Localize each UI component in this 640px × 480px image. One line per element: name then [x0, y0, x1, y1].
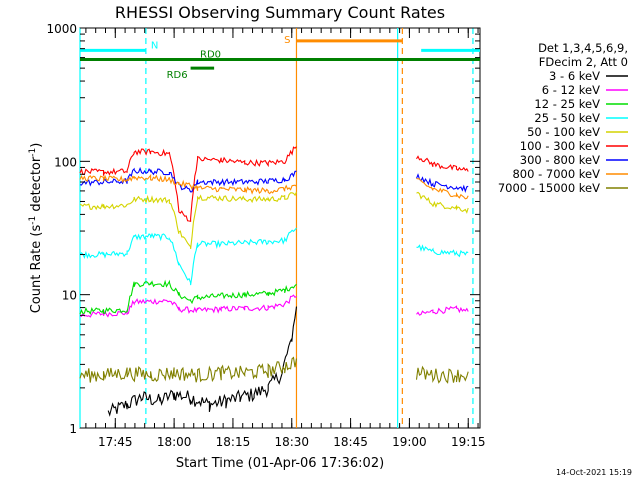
- series-line-3-6-kev-seg-0: [107, 306, 298, 417]
- legend-label-7000-15000-kev: 7000 - 15000 keV: [498, 181, 600, 195]
- y-axis-label-sup1: -1: [28, 216, 38, 225]
- legend-label-50-100-kev: 50 - 100 keV: [527, 125, 600, 139]
- legend-label-100-300-kev: 100 - 300 keV: [520, 139, 600, 153]
- legend-label-300-800-kev: 300 - 800 keV: [520, 153, 600, 167]
- y-axis-label-sup2: -1: [28, 148, 38, 157]
- y-tick-label-1: 1: [69, 422, 77, 436]
- series-line-6-12-kev-seg-1: [416, 305, 469, 316]
- x-tick-label-19-15: 19:15: [451, 435, 486, 449]
- legend-header-line-1: Det 1,3,4,5,6,9,: [538, 41, 628, 55]
- legend-label-25-50-kev: 25 - 50 keV: [534, 111, 600, 125]
- legend-label-12-25-kev: 12 - 25 keV: [534, 97, 600, 111]
- series-line-300-800-kev-seg-1: [415, 173, 469, 193]
- series-line-6-12-kev-seg-0: [79, 294, 297, 318]
- legend-label-6-12-kev: 6 - 12 keV: [542, 83, 600, 97]
- annotation-label-rd0: RD0: [200, 50, 221, 61]
- series-line-50-100-kev-seg-1: [416, 191, 469, 214]
- y-tick-label-1000: 1000: [46, 22, 77, 36]
- x-axis-label: Start Time (01-Apr-06 17:36:02): [176, 456, 384, 471]
- legend-header-line-2: FDecim 2, Att 0: [539, 55, 628, 69]
- series-line-100-300-kev-seg-1: [416, 155, 469, 172]
- y-axis-label-end: ): [29, 143, 44, 148]
- legend-label-3-6-kev: 3 - 6 keV: [549, 69, 600, 83]
- series-layer: [79, 146, 469, 417]
- annotation-label-s: S: [284, 35, 290, 46]
- x-tick-label-18-30: 18:30: [274, 435, 309, 449]
- series-line-7000-15000-kev-seg-1: [415, 365, 469, 384]
- series-line-25-50-kev-seg-1: [416, 244, 469, 258]
- axes-layer: 1 10 100 1000 17:45 18:00 18:15 18:30 18:45 19:00…: [46, 22, 485, 449]
- legend-label-800-7000-kev: 800 - 7000 keV: [512, 167, 600, 181]
- x-tick-label-18-15: 18:15: [216, 435, 251, 449]
- series-line-25-50-kev-seg-0: [79, 227, 297, 286]
- series-line-800-7000-kev-seg-0: [79, 173, 297, 195]
- y-axis-label-mid: detector: [29, 156, 44, 216]
- footer-timestamp: 14-Oct-2021 15:19: [556, 468, 632, 477]
- series-line-7000-15000-kev-seg-0: [79, 356, 298, 383]
- y-tick-label-100: 100: [54, 155, 77, 169]
- x-tick-label-18-45: 18:45: [333, 435, 368, 449]
- series-line-300-800-kev-seg-0: [79, 166, 297, 193]
- chart-title: RHESSI Observing Summary Count Rates: [115, 3, 445, 22]
- annotation-layer: N S RD0 RD6: [79, 28, 480, 428]
- y-tick-label-10: 10: [62, 289, 77, 303]
- y-axis-label: Count Rate (s-1 detector-1): [28, 143, 44, 314]
- x-tick-label-17-45: 17:45: [98, 435, 133, 449]
- series-line-12-25-kev-seg-0: [79, 279, 297, 315]
- series-line-800-7000-kev-seg-1: [416, 177, 469, 200]
- legend: Det 1,3,4,5,6,9, FDecim 2, Att 0 3 - 6 k…: [498, 41, 628, 195]
- series-line-100-300-kev-seg-0: [79, 146, 297, 222]
- series-line-50-100-kev-seg-0: [79, 191, 297, 249]
- x-tick-label-19-00: 19:00: [392, 435, 427, 449]
- y-axis-label-main: Count Rate (s: [29, 225, 44, 314]
- annotation-label-n: N: [151, 40, 158, 51]
- x-tick-label-18-00: 18:00: [157, 435, 192, 449]
- annotation-label-rd6: RD6: [167, 70, 188, 81]
